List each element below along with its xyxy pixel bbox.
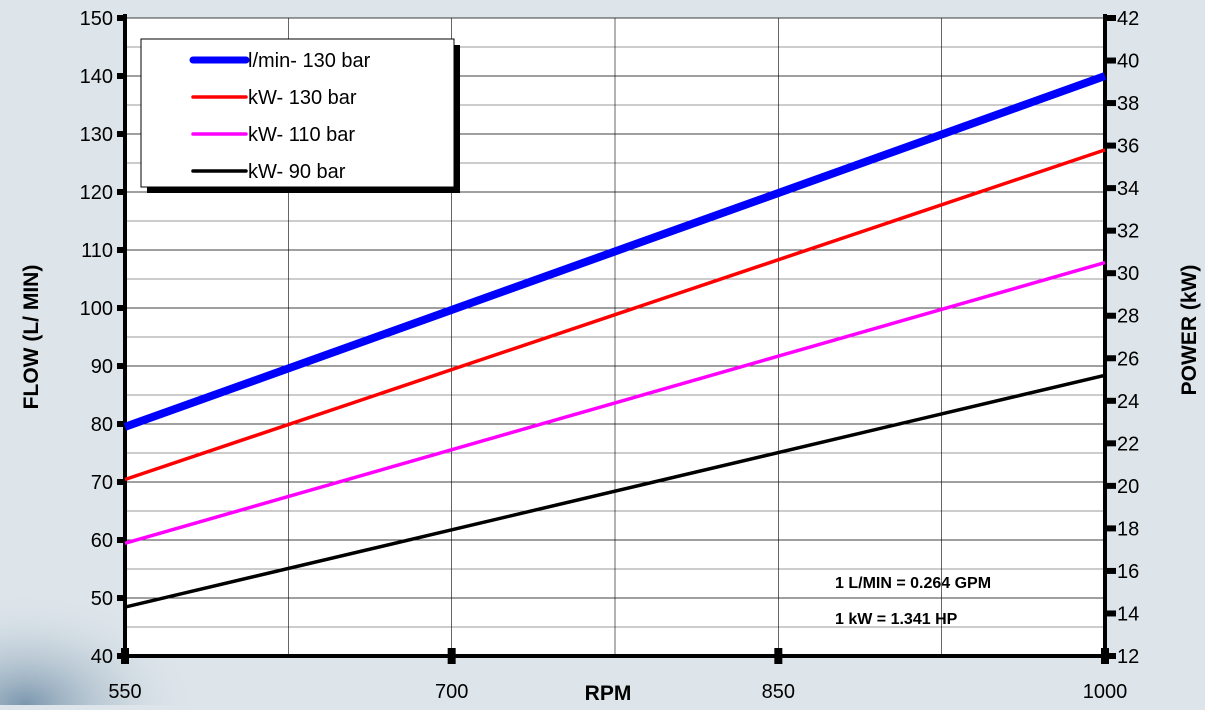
y-tick-mark bbox=[117, 189, 125, 195]
legend-label: kW- 130 bar bbox=[248, 87, 357, 109]
legend-label: kW- 110 bar bbox=[248, 124, 355, 146]
y-tick-mark bbox=[117, 131, 125, 137]
y-tick-label: 70 bbox=[91, 472, 113, 494]
y2-tick-mark bbox=[1105, 440, 1116, 447]
y2-tick-label: 42 bbox=[1117, 8, 1139, 30]
y2-tick-mark bbox=[1105, 142, 1116, 149]
y-tick-mark bbox=[117, 479, 125, 485]
y2-tick-label: 20 bbox=[1117, 476, 1139, 498]
series-line bbox=[124, 260, 1106, 545]
x-tick-mark bbox=[1101, 648, 1109, 664]
y-tick-label: 130 bbox=[80, 124, 113, 146]
legend-label: kW- 90 bar bbox=[248, 161, 346, 183]
y2-tick-label: 28 bbox=[1117, 306, 1139, 328]
y-tick-mark bbox=[117, 305, 125, 311]
legend: l/min- 130 bar kW- 130 bar kW- 110 bar kW- … bbox=[140, 38, 460, 193]
legend-label: l/min- 130 bar bbox=[248, 50, 371, 72]
y-tick-label: 150 bbox=[80, 8, 113, 30]
series-line bbox=[124, 373, 1106, 609]
axes: 40 50 60 70 80 90 100 110 120 130 140 150 12 14 16 18 20… bbox=[80, 8, 1140, 703]
x-tick-label: 550 bbox=[108, 681, 141, 703]
y-tick-mark bbox=[117, 537, 125, 543]
x-tick-label: 700 bbox=[435, 681, 468, 703]
y2-tick-mark bbox=[1105, 270, 1116, 277]
x-tick-mark bbox=[121, 648, 129, 664]
y2-axis-title: POWER (kW) bbox=[1178, 265, 1201, 396]
y2-tick-label: 26 bbox=[1117, 348, 1139, 370]
y2-tick-mark bbox=[1105, 525, 1116, 532]
y2-tick-label: 22 bbox=[1117, 433, 1139, 455]
conversion-note-power: 1 kW = 1.341 HP bbox=[835, 611, 958, 628]
y2-tick-label: 16 bbox=[1117, 561, 1139, 583]
y-tick-label: 110 bbox=[81, 240, 113, 262]
y2-tick-label: 18 bbox=[1117, 518, 1139, 540]
y2-tick-mark bbox=[1105, 185, 1116, 192]
y-tick-label: 40 bbox=[91, 646, 113, 668]
y2-tick-label: 24 bbox=[1117, 391, 1139, 413]
series-lines bbox=[123, 72, 1107, 609]
y-tick-mark bbox=[117, 247, 125, 253]
x-tick-label: 850 bbox=[762, 681, 795, 703]
y-tick-mark bbox=[117, 595, 125, 601]
x-tick-mark bbox=[447, 648, 456, 664]
y2-tick-mark bbox=[1105, 227, 1116, 234]
y2-tick-label: 38 bbox=[1117, 93, 1139, 115]
y-tick-label: 100 bbox=[80, 298, 113, 320]
conversion-note-flow: 1 L/MIN = 0.264 GPM bbox=[835, 575, 991, 592]
y2-tick-label: 32 bbox=[1117, 221, 1139, 243]
y2-tick-label: 14 bbox=[1117, 603, 1139, 625]
y-axis-title: FLOW (L/ MIN) bbox=[20, 265, 43, 410]
y2-tick-label: 12 bbox=[1117, 646, 1139, 668]
y2-tick-label: 40 bbox=[1117, 51, 1139, 73]
y2-tick-mark bbox=[1105, 567, 1116, 574]
y2-tick-mark bbox=[1105, 15, 1116, 21]
y2-tick-mark bbox=[1105, 653, 1116, 659]
legend-box bbox=[140, 38, 455, 188]
y2-tick-label: 30 bbox=[1117, 263, 1139, 285]
y2-tick-mark bbox=[1105, 100, 1116, 107]
y-tick-label: 50 bbox=[91, 588, 113, 610]
y-tick-label: 140 bbox=[80, 66, 113, 88]
y2-tick-mark bbox=[1105, 397, 1116, 404]
y2-tick-mark bbox=[1105, 312, 1116, 319]
y-tick-mark bbox=[117, 15, 125, 21]
y-tick-label: 120 bbox=[80, 182, 113, 204]
x-axis-title: RPM bbox=[585, 682, 632, 705]
y2-tick-mark bbox=[1105, 355, 1116, 362]
y-tick-mark bbox=[117, 421, 125, 427]
y-tick-label: 90 bbox=[91, 356, 113, 378]
y2-tick-mark bbox=[1105, 482, 1116, 489]
y2-tick-mark bbox=[1105, 610, 1116, 617]
series-line bbox=[123, 72, 1107, 431]
y2-tick-label: 36 bbox=[1117, 136, 1139, 158]
x-tick-label: 1000 bbox=[1083, 681, 1128, 703]
y-tick-mark bbox=[117, 363, 125, 369]
y-tick-mark bbox=[117, 73, 125, 79]
y2-tick-mark bbox=[1105, 57, 1116, 64]
series-line bbox=[124, 148, 1106, 482]
x-tick-mark bbox=[774, 648, 783, 664]
y2-tick-label: 34 bbox=[1117, 178, 1139, 200]
y-tick-label: 60 bbox=[91, 530, 113, 552]
y-tick-label: 80 bbox=[91, 414, 113, 436]
